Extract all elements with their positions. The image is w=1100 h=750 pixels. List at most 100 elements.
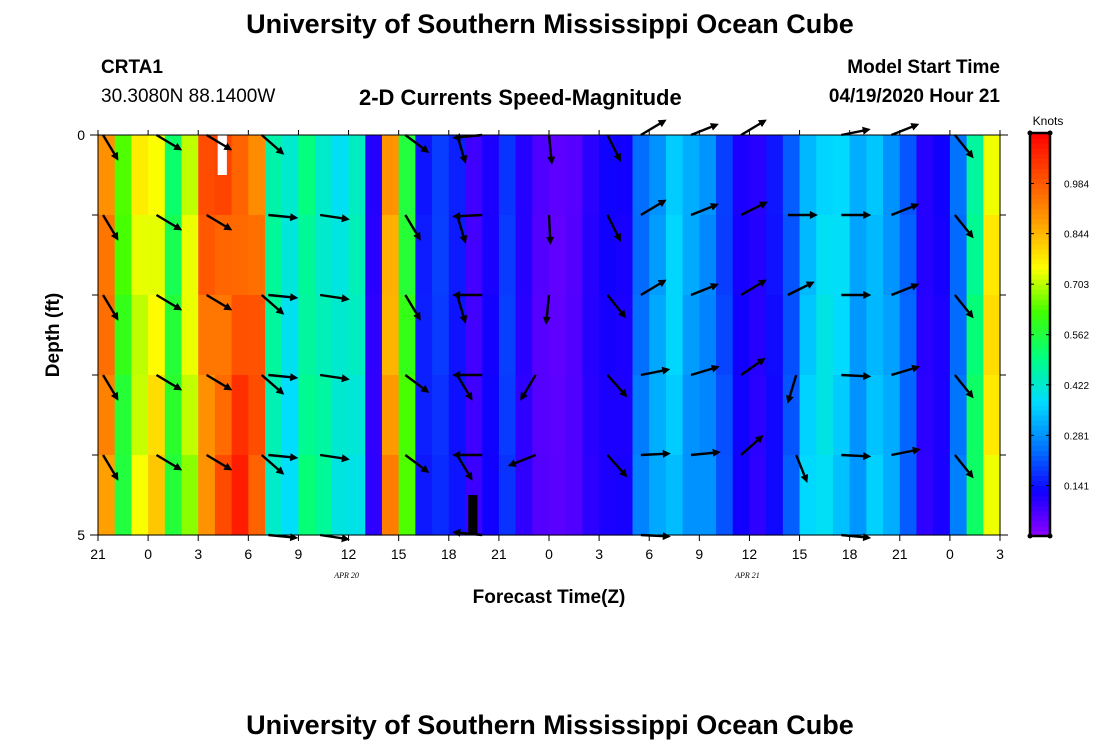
colorbar-end-dot: [1027, 130, 1033, 136]
current-vector: [841, 291, 872, 299]
heatmap-cell: [248, 215, 266, 296]
current-vector: [890, 123, 920, 137]
vector-shaft: [404, 214, 420, 238]
heatmap-cell: [682, 295, 700, 376]
heatmap-cell: [131, 135, 149, 216]
current-vector: [101, 374, 119, 401]
heatmap-cell: [799, 295, 817, 376]
vector-shaft: [404, 134, 427, 152]
colorbar-slice: [1030, 384, 1050, 391]
heatmap-cell: [231, 215, 249, 296]
colorbar-slice: [1030, 420, 1050, 426]
vector-head: [613, 232, 621, 242]
current-vector: [260, 454, 285, 475]
heatmap-cell: [298, 455, 316, 536]
colorbar-slice: [1030, 470, 1050, 477]
vector-shaft: [606, 134, 621, 159]
heatmap-cell: [949, 455, 968, 536]
vector-head: [547, 156, 556, 165]
date-label: APR 21: [734, 571, 760, 580]
vector-head: [805, 281, 815, 289]
heatmap-cell: [916, 295, 934, 376]
vector-shaft: [787, 374, 798, 401]
heatmap-cell: [131, 455, 149, 536]
heatmap-cell: [582, 215, 600, 296]
vector-head: [420, 465, 430, 473]
heatmap-cell: [248, 135, 266, 216]
colorbar-slice: [1030, 480, 1050, 487]
heatmap-cell: [682, 375, 700, 456]
heatmap-cell: [214, 295, 233, 376]
current-vector: [260, 134, 285, 155]
heatmap-cell: [632, 455, 650, 536]
vector-head: [465, 391, 473, 401]
current-vector: [606, 294, 627, 319]
colorbar-slice: [1030, 138, 1050, 144]
heatmap-cell: [315, 135, 333, 216]
heatmap-cell: [498, 455, 517, 536]
vector-shaft: [841, 128, 868, 137]
colorbar-slice: [1030, 294, 1050, 300]
heatmap-cell: [432, 295, 450, 376]
vector-head: [413, 311, 421, 321]
vector-head: [662, 532, 671, 541]
vector-head: [173, 462, 183, 471]
heatmap-cell: [315, 375, 333, 456]
heatmap-cell: [515, 295, 533, 376]
heatmap-cell: [832, 295, 851, 376]
vector-head: [223, 222, 233, 231]
colorbar-slice: [1030, 425, 1050, 431]
vector-head: [709, 203, 719, 211]
current-vector: [690, 203, 719, 217]
current-vector: [452, 212, 483, 221]
vector-shaft: [404, 374, 427, 392]
heatmap-cell: [348, 135, 366, 216]
vector-head: [757, 119, 767, 128]
vector-shaft: [690, 451, 717, 457]
current-vector: [452, 371, 483, 379]
vector-head: [709, 123, 719, 131]
heatmap-cell: [649, 375, 667, 456]
vector-shaft: [319, 213, 347, 221]
colorbar-slice: [1030, 148, 1050, 154]
heatmap-cell: [782, 215, 801, 296]
heatmap-cell: [615, 215, 634, 296]
current-vector: [640, 279, 667, 297]
heatmap-cell: [849, 295, 867, 376]
current-vector: [841, 452, 872, 461]
vector-shaft: [690, 284, 716, 297]
heatmap-cell: [331, 295, 350, 376]
colorbar-slice: [1030, 485, 1050, 492]
heatmap-cell: [398, 135, 416, 216]
heatmap-cell: [582, 295, 600, 376]
heatmap-cell: [448, 455, 467, 536]
heatmap-cell: [181, 295, 199, 376]
heatmap-cell: [198, 455, 216, 536]
colorbar-slice: [1030, 299, 1050, 305]
heatmap-cell: [632, 375, 650, 456]
current-vector: [890, 283, 920, 297]
current-vector: [404, 454, 430, 473]
heatmap-cell: [114, 215, 133, 296]
vector-head: [289, 453, 299, 462]
vector-head: [223, 142, 233, 151]
heatmap-cell: [432, 455, 450, 536]
station-coords: 30.3080N 88.1400W: [101, 86, 276, 107]
vector-head: [520, 391, 528, 401]
plot-title: 2-D Currents Speed-Magnitude: [359, 85, 682, 110]
vector-shaft: [404, 454, 427, 472]
colorbar-slice: [1030, 475, 1050, 482]
colorbar-slice: [1030, 344, 1050, 351]
vector-shaft: [891, 448, 918, 457]
vector-head: [173, 302, 183, 311]
vector-head: [341, 454, 350, 463]
colorbar-slice: [1030, 369, 1050, 376]
colorbar-slice: [1030, 274, 1050, 280]
heatmap-cell: [415, 375, 433, 456]
heatmap-cell: [415, 455, 433, 536]
heatmap-cell: [482, 455, 500, 536]
vector-head: [275, 466, 285, 475]
heatmap-cell: [331, 135, 350, 216]
colorbar-slice: [1030, 500, 1050, 507]
station-id: CRTA1: [101, 57, 163, 78]
